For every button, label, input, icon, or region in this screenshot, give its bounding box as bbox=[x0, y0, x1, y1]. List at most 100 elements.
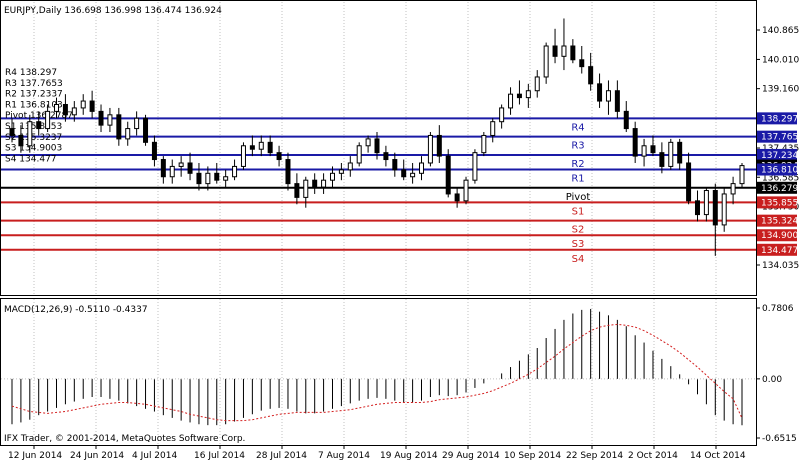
candle-body bbox=[641, 145, 647, 157]
candle-body bbox=[312, 179, 318, 188]
copyright-text: IFX Trader, © 2001-2014, MetaQuotes Soft… bbox=[4, 434, 245, 444]
candle-body bbox=[338, 169, 344, 174]
candle-body bbox=[427, 134, 433, 164]
price-badge-text: 136.279 bbox=[761, 184, 798, 194]
price-badge bbox=[757, 214, 797, 227]
price-badge-text: 137.234 bbox=[761, 151, 798, 161]
candle-body bbox=[143, 117, 149, 143]
candle-body bbox=[365, 138, 371, 147]
candle-body bbox=[739, 165, 745, 185]
price-tick-label: 136.585 bbox=[762, 173, 799, 183]
candle-body bbox=[570, 45, 576, 61]
level-label-r3: R3 bbox=[571, 141, 584, 152]
candle-body bbox=[45, 110, 51, 130]
level-label-s1: S1 bbox=[572, 206, 585, 217]
price-tick-label: 139.160 bbox=[762, 85, 799, 95]
candle-body bbox=[614, 90, 620, 112]
time-label: 29 Aug 2014 bbox=[442, 451, 500, 461]
candle-body bbox=[214, 172, 220, 181]
price-badge bbox=[757, 163, 797, 176]
candle-body bbox=[178, 162, 184, 167]
candle-body bbox=[632, 128, 638, 157]
macd-tick-label: 0.7806 bbox=[762, 304, 794, 314]
candle-body bbox=[552, 45, 558, 57]
macd-panel-frame bbox=[0, 298, 757, 446]
candle-body bbox=[419, 162, 425, 174]
candle-body bbox=[436, 134, 442, 157]
candle-body bbox=[401, 169, 407, 178]
time-label: 16 Jul 2014 bbox=[194, 451, 245, 461]
price-series bbox=[9, 18, 745, 256]
candle-body bbox=[9, 128, 15, 136]
candle-body bbox=[223, 176, 229, 181]
level-label-r1: R1 bbox=[571, 174, 584, 185]
candle-body bbox=[187, 162, 193, 174]
candle-body bbox=[463, 179, 469, 202]
pivot-value-label: R2 137.2337 bbox=[5, 90, 63, 100]
pivot-value-label: S2 135.3237 bbox=[5, 133, 62, 143]
pivot-value-label: R3 137.7653 bbox=[5, 79, 63, 89]
candle-body bbox=[125, 128, 131, 140]
candle-body bbox=[80, 100, 86, 109]
grid bbox=[33, 2, 717, 445]
time-label: 2 Oct 2014 bbox=[628, 451, 678, 461]
price-badge-text: 134.477 bbox=[761, 246, 798, 256]
pivot-value-label: R1 136.8103 bbox=[5, 100, 63, 110]
candle-body bbox=[490, 121, 496, 136]
candle-body bbox=[98, 110, 104, 126]
candle-body bbox=[151, 141, 157, 161]
candle-body bbox=[27, 121, 33, 147]
candle-body bbox=[160, 159, 166, 178]
candle-body bbox=[116, 114, 122, 140]
candle-body bbox=[374, 138, 380, 154]
candle-body bbox=[677, 141, 683, 164]
candle-body bbox=[543, 45, 549, 78]
pivot-value-label: S1 135.8553 bbox=[5, 122, 62, 132]
candle-body bbox=[597, 83, 603, 102]
candle-body bbox=[481, 134, 487, 154]
macd-tick-label: -0.6515 bbox=[762, 434, 797, 444]
candle-body bbox=[499, 107, 505, 123]
candle-body bbox=[240, 145, 246, 167]
candle-body bbox=[659, 152, 665, 167]
candle-body bbox=[623, 110, 629, 130]
candle-body bbox=[356, 145, 362, 164]
time-label: 14 Oct 2014 bbox=[690, 451, 746, 461]
candle-body bbox=[383, 152, 389, 161]
price-badge-text: 137.765 bbox=[761, 133, 798, 143]
price-badge bbox=[757, 130, 797, 143]
time-label: 22 Sep 2014 bbox=[566, 451, 623, 461]
price-badge bbox=[757, 112, 797, 125]
price-badge-text: 135.324 bbox=[761, 217, 798, 227]
candle-body bbox=[516, 93, 522, 99]
candle-body bbox=[71, 107, 77, 116]
candle-body bbox=[321, 179, 327, 188]
price-badge-text: 135.855 bbox=[761, 198, 798, 208]
candle-body bbox=[258, 141, 264, 150]
candle-body bbox=[579, 59, 585, 68]
time-label: 10 Sep 2014 bbox=[504, 451, 561, 461]
candle-body bbox=[410, 172, 416, 178]
candle-body bbox=[721, 193, 727, 226]
price-tick-label: 140.010 bbox=[762, 55, 799, 65]
candle-body bbox=[232, 165, 238, 178]
candle-body bbox=[36, 121, 42, 130]
level-label-s2: S2 bbox=[572, 225, 585, 236]
candle-body bbox=[54, 103, 60, 112]
candle-body bbox=[89, 100, 95, 112]
pivot-value-label: R4 138.297 bbox=[5, 68, 57, 78]
price-badge bbox=[757, 196, 797, 209]
candle-body bbox=[303, 179, 309, 198]
candle-body bbox=[650, 145, 656, 154]
price-tick-label: 140.865 bbox=[762, 26, 799, 36]
time-label: 28 Jul 2014 bbox=[256, 451, 307, 461]
price-badge bbox=[757, 148, 797, 161]
candle-body bbox=[561, 45, 567, 57]
price-tick-label: 134.035 bbox=[762, 261, 799, 271]
candle-body bbox=[445, 155, 451, 195]
time-axis: 12 Jun 2014 24 Jun 2014 4 Jul 2014 16 Jul 2… bbox=[8, 445, 746, 461]
level-label-s3: S3 bbox=[572, 239, 585, 250]
